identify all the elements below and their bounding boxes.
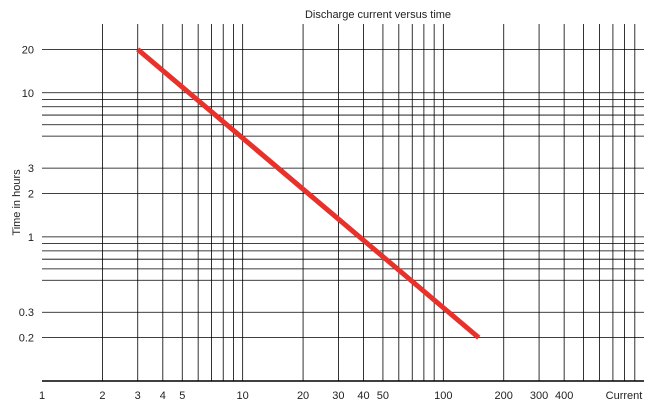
x-tick-label: 3 [135,390,141,401]
series-layer [136,47,481,340]
series-line [136,47,481,340]
x-tick-label: 2 [99,390,105,401]
y-axis-title: Time in hours [11,169,23,236]
y-tick-label: 1 [28,232,34,244]
x-tick-label: 200 [495,390,513,401]
x-tick-label: 30 [332,390,344,401]
y-tick-label: 3 [28,163,34,175]
x-tick-label: 50 [377,390,389,401]
x-tick-label: 20 [297,390,309,401]
y-tick-label: 0.3 [19,307,34,319]
y-tick-label: 2 [28,188,34,200]
chart-title: Discharge current versus time [305,9,451,21]
y-tick-label: 10 [22,88,34,100]
x-tick-label: 40 [357,390,369,401]
y-tick-labels: 20 10 3 2 1 0.3 0.2 [19,44,34,344]
vertical-grid [102,24,636,381]
y-tick-label: 20 [22,44,34,56]
y-tick-label: 0.2 [19,333,34,345]
x-tick-label: 5 [179,390,185,401]
x-axis-title: Current [606,390,643,401]
horizontal-grid [42,48,644,339]
x-tick-label: 4 [160,390,166,401]
x-tick-labels: 1 2 3 4 5 10 20 30 40 50 100 200 300 400 [39,390,573,401]
x-tick-label: 1 [39,390,45,401]
x-tick-label: 10 [237,390,249,401]
x-tick-label: 300 [530,390,548,401]
x-tick-label: 400 [555,390,573,401]
x-tick-label: 100 [434,390,452,401]
